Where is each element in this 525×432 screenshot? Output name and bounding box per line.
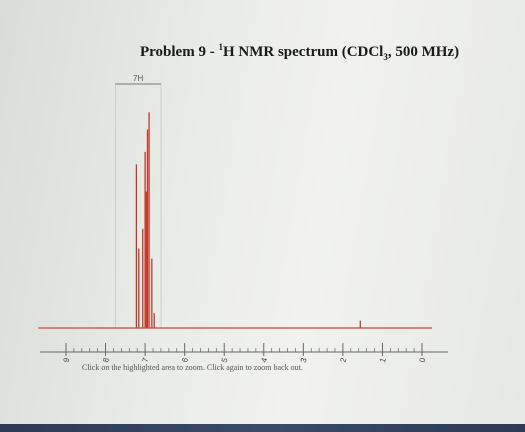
x-tick-label: 1 (378, 356, 388, 363)
x-tick-label: 4 (259, 356, 269, 363)
peak-group (135, 112, 361, 328)
title-prefix: Problem 9 - (140, 44, 219, 60)
screen-bezel (0, 424, 525, 432)
title-suffix: , 500 MHz) (387, 44, 460, 60)
x-tick-label: 9 (62, 356, 72, 363)
x-tick-label: 0 (418, 356, 428, 363)
x-tick-label: 3 (299, 356, 309, 363)
x-tick-label: 6 (180, 356, 190, 363)
spectrum-title: Problem 9 - 1H NMR spectrum (CDCl3, 500 … (140, 42, 525, 62)
integral-label: 7H (133, 74, 143, 83)
x-tick-label: 7 (141, 356, 151, 363)
zoom-hint: Click on the highlighted area to zoom. C… (82, 363, 303, 372)
integral-group: 7H (114, 74, 162, 328)
x-tick-label: 8 (101, 356, 111, 363)
x-tick-label: 2 (338, 356, 348, 363)
x-tick-label: 5 (220, 356, 230, 363)
title-subscript: 3 (383, 52, 388, 62)
x-axis: 9 8 7 6 5 4 3 2 1 0 (40, 343, 448, 363)
title-superscript: 1 (218, 42, 223, 52)
title-middle: H NMR spectrum (CDCl (222, 44, 384, 60)
nmr-spectrum[interactable]: 7H 9 8 7 6 5 4 3 2 1 0 (0, 0, 525, 420)
